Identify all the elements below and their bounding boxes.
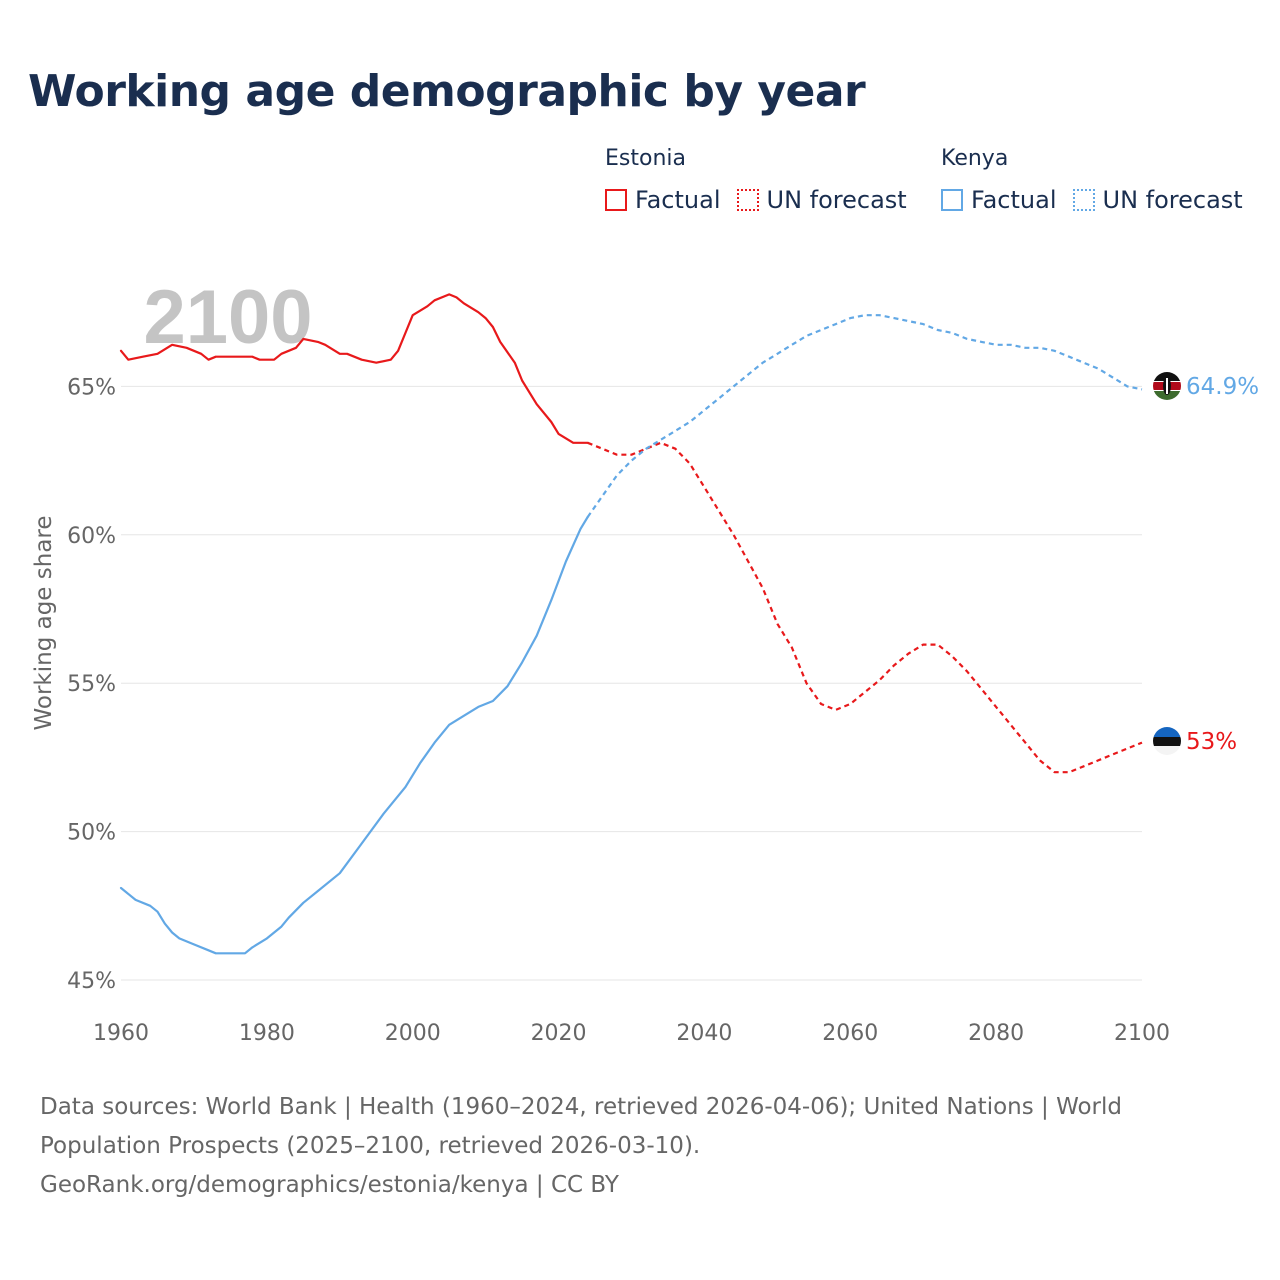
x-tick-label: 2000 [385,1021,441,1046]
series-lines [119,293,1143,955]
legend-label-estonia-forecast: UN forecast [766,186,907,214]
x-tick-label: 2060 [822,1021,878,1046]
legend-label-estonia-factual: Factual [635,186,721,214]
legend-swatch-kenya-factual [941,189,963,211]
x-tick-label: 2020 [531,1021,587,1046]
legend-swatch-estonia-forecast [736,189,759,211]
grid-lines [121,385,1142,981]
series-line-kenya-factual [119,515,589,955]
y-tick-label: 50% [67,821,116,846]
y-tick-label: 45% [67,969,116,994]
series-line-estonia-factual [119,293,589,444]
y-axis-ticks: 45% 50% 55% 60% 65% [67,375,116,994]
x-axis-ticks: 1960 1980 2000 2020 2040 2060 2080 2100 [93,1021,1170,1046]
x-tick-label: 2080 [968,1021,1024,1046]
x-tick-label: 1960 [93,1021,149,1046]
legend-swatch-kenya-forecast [1072,189,1095,211]
end-label-estonia: 53% [1186,729,1237,755]
legend-estonia-factual[interactable]: Factual [605,186,721,214]
legend-label-kenya-factual: Factual [971,186,1057,214]
legend-kenya: Kenya Factual UN forecast [941,146,1259,214]
source-line-2: Population Prospects (2025–2100, retriev… [40,1133,701,1159]
legend-label-kenya-forecast: UN forecast [1102,186,1243,214]
y-tick-label: 55% [67,672,116,697]
legend-estonia: Estonia Factual UN forecast [605,146,923,214]
y-axis-label: Working age share [31,515,57,730]
estonia-flag-icon [1153,727,1181,755]
x-tick-label: 1980 [239,1021,295,1046]
legend-estonia-forecast[interactable]: UN forecast [736,186,907,214]
legend-kenya-forecast[interactable]: UN forecast [1072,186,1243,214]
source-line-1: Data sources: World Bank | Health (1960–… [40,1094,1122,1120]
y-tick-label: 65% [67,375,116,400]
source-line-3: GeoRank.org/demographics/estonia/kenya |… [40,1172,619,1198]
series-line-kenya-forecast [586,314,1143,518]
x-tick-label: 2100 [1114,1021,1170,1046]
y-tick-label: 60% [67,524,116,549]
chart-title: Working age demographic by year [28,66,866,117]
end-label-kenya: 64.9% [1186,374,1259,400]
kenya-flag-icon [1153,372,1181,400]
legend-country-estonia: Estonia [605,146,686,171]
x-tick-label: 2040 [676,1021,732,1046]
legend-swatch-estonia-factual [605,189,627,211]
line-chart: 2100 45% 50% 55% 60% 65% 1960 1980 2000 2020 204… [31,275,1259,1046]
legend-kenya-factual[interactable]: Factual [941,186,1057,214]
legend-country-kenya: Kenya [941,146,1009,171]
source-note: Data sources: World Bank | Health (1960–… [40,1088,1240,1205]
end-markers: 64.9% 53% [1153,372,1259,755]
series-line-estonia-forecast [587,441,1143,774]
